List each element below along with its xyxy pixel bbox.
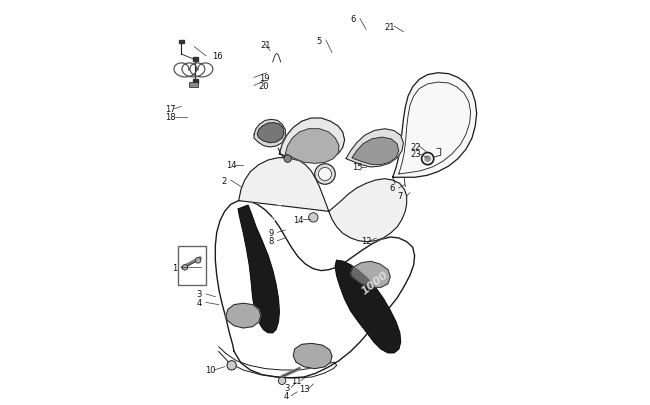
Circle shape	[227, 361, 237, 370]
Circle shape	[278, 377, 286, 384]
Polygon shape	[352, 138, 398, 165]
Text: 1: 1	[172, 263, 177, 272]
Text: 12: 12	[361, 237, 372, 245]
Text: 21: 21	[385, 23, 395, 32]
Circle shape	[425, 156, 430, 162]
Bar	[193, 58, 198, 62]
Text: 16: 16	[212, 52, 223, 61]
Circle shape	[315, 164, 335, 185]
Text: 9: 9	[268, 228, 273, 237]
Text: ARCTIC CAT: ARCTIC CAT	[302, 224, 329, 249]
Text: 5: 5	[317, 36, 322, 45]
Polygon shape	[215, 201, 415, 378]
Bar	[188, 83, 198, 87]
Text: 3: 3	[284, 383, 289, 392]
Polygon shape	[346, 130, 404, 168]
Polygon shape	[285, 130, 339, 164]
Text: 6: 6	[389, 184, 395, 193]
Polygon shape	[254, 120, 285, 147]
Text: 19: 19	[259, 74, 269, 83]
Bar	[179, 40, 183, 44]
Polygon shape	[393, 74, 476, 178]
Polygon shape	[226, 303, 261, 328]
Text: 20: 20	[259, 82, 269, 91]
Polygon shape	[280, 119, 344, 163]
Text: 13: 13	[300, 384, 310, 393]
Polygon shape	[239, 158, 407, 242]
Text: 18: 18	[165, 113, 176, 122]
Polygon shape	[238, 206, 280, 333]
Circle shape	[284, 156, 291, 163]
Bar	[179, 247, 205, 285]
Text: 15: 15	[352, 163, 363, 172]
Polygon shape	[350, 262, 391, 288]
Polygon shape	[293, 343, 332, 369]
Text: 22: 22	[410, 142, 421, 151]
Text: 10: 10	[205, 366, 215, 375]
Text: 14: 14	[293, 215, 304, 224]
Text: 23: 23	[410, 150, 421, 159]
Text: 21: 21	[261, 41, 271, 50]
Text: 17: 17	[165, 105, 176, 114]
Circle shape	[195, 258, 201, 264]
Text: 1000: 1000	[360, 269, 391, 296]
Text: 14: 14	[226, 161, 237, 170]
Text: 4: 4	[284, 391, 289, 400]
Polygon shape	[257, 124, 284, 143]
Text: 11: 11	[291, 376, 302, 385]
Bar	[193, 80, 198, 84]
Text: 2: 2	[222, 176, 227, 185]
Circle shape	[318, 168, 332, 181]
Text: CROSSFIRE: CROSSFIRE	[266, 199, 283, 231]
Text: 6: 6	[350, 15, 356, 24]
Circle shape	[309, 213, 318, 222]
Text: 7: 7	[397, 192, 403, 201]
Text: 4: 4	[197, 298, 202, 307]
Text: 8: 8	[268, 237, 274, 245]
Circle shape	[182, 265, 188, 271]
Polygon shape	[335, 261, 400, 353]
Text: 3: 3	[197, 290, 202, 299]
